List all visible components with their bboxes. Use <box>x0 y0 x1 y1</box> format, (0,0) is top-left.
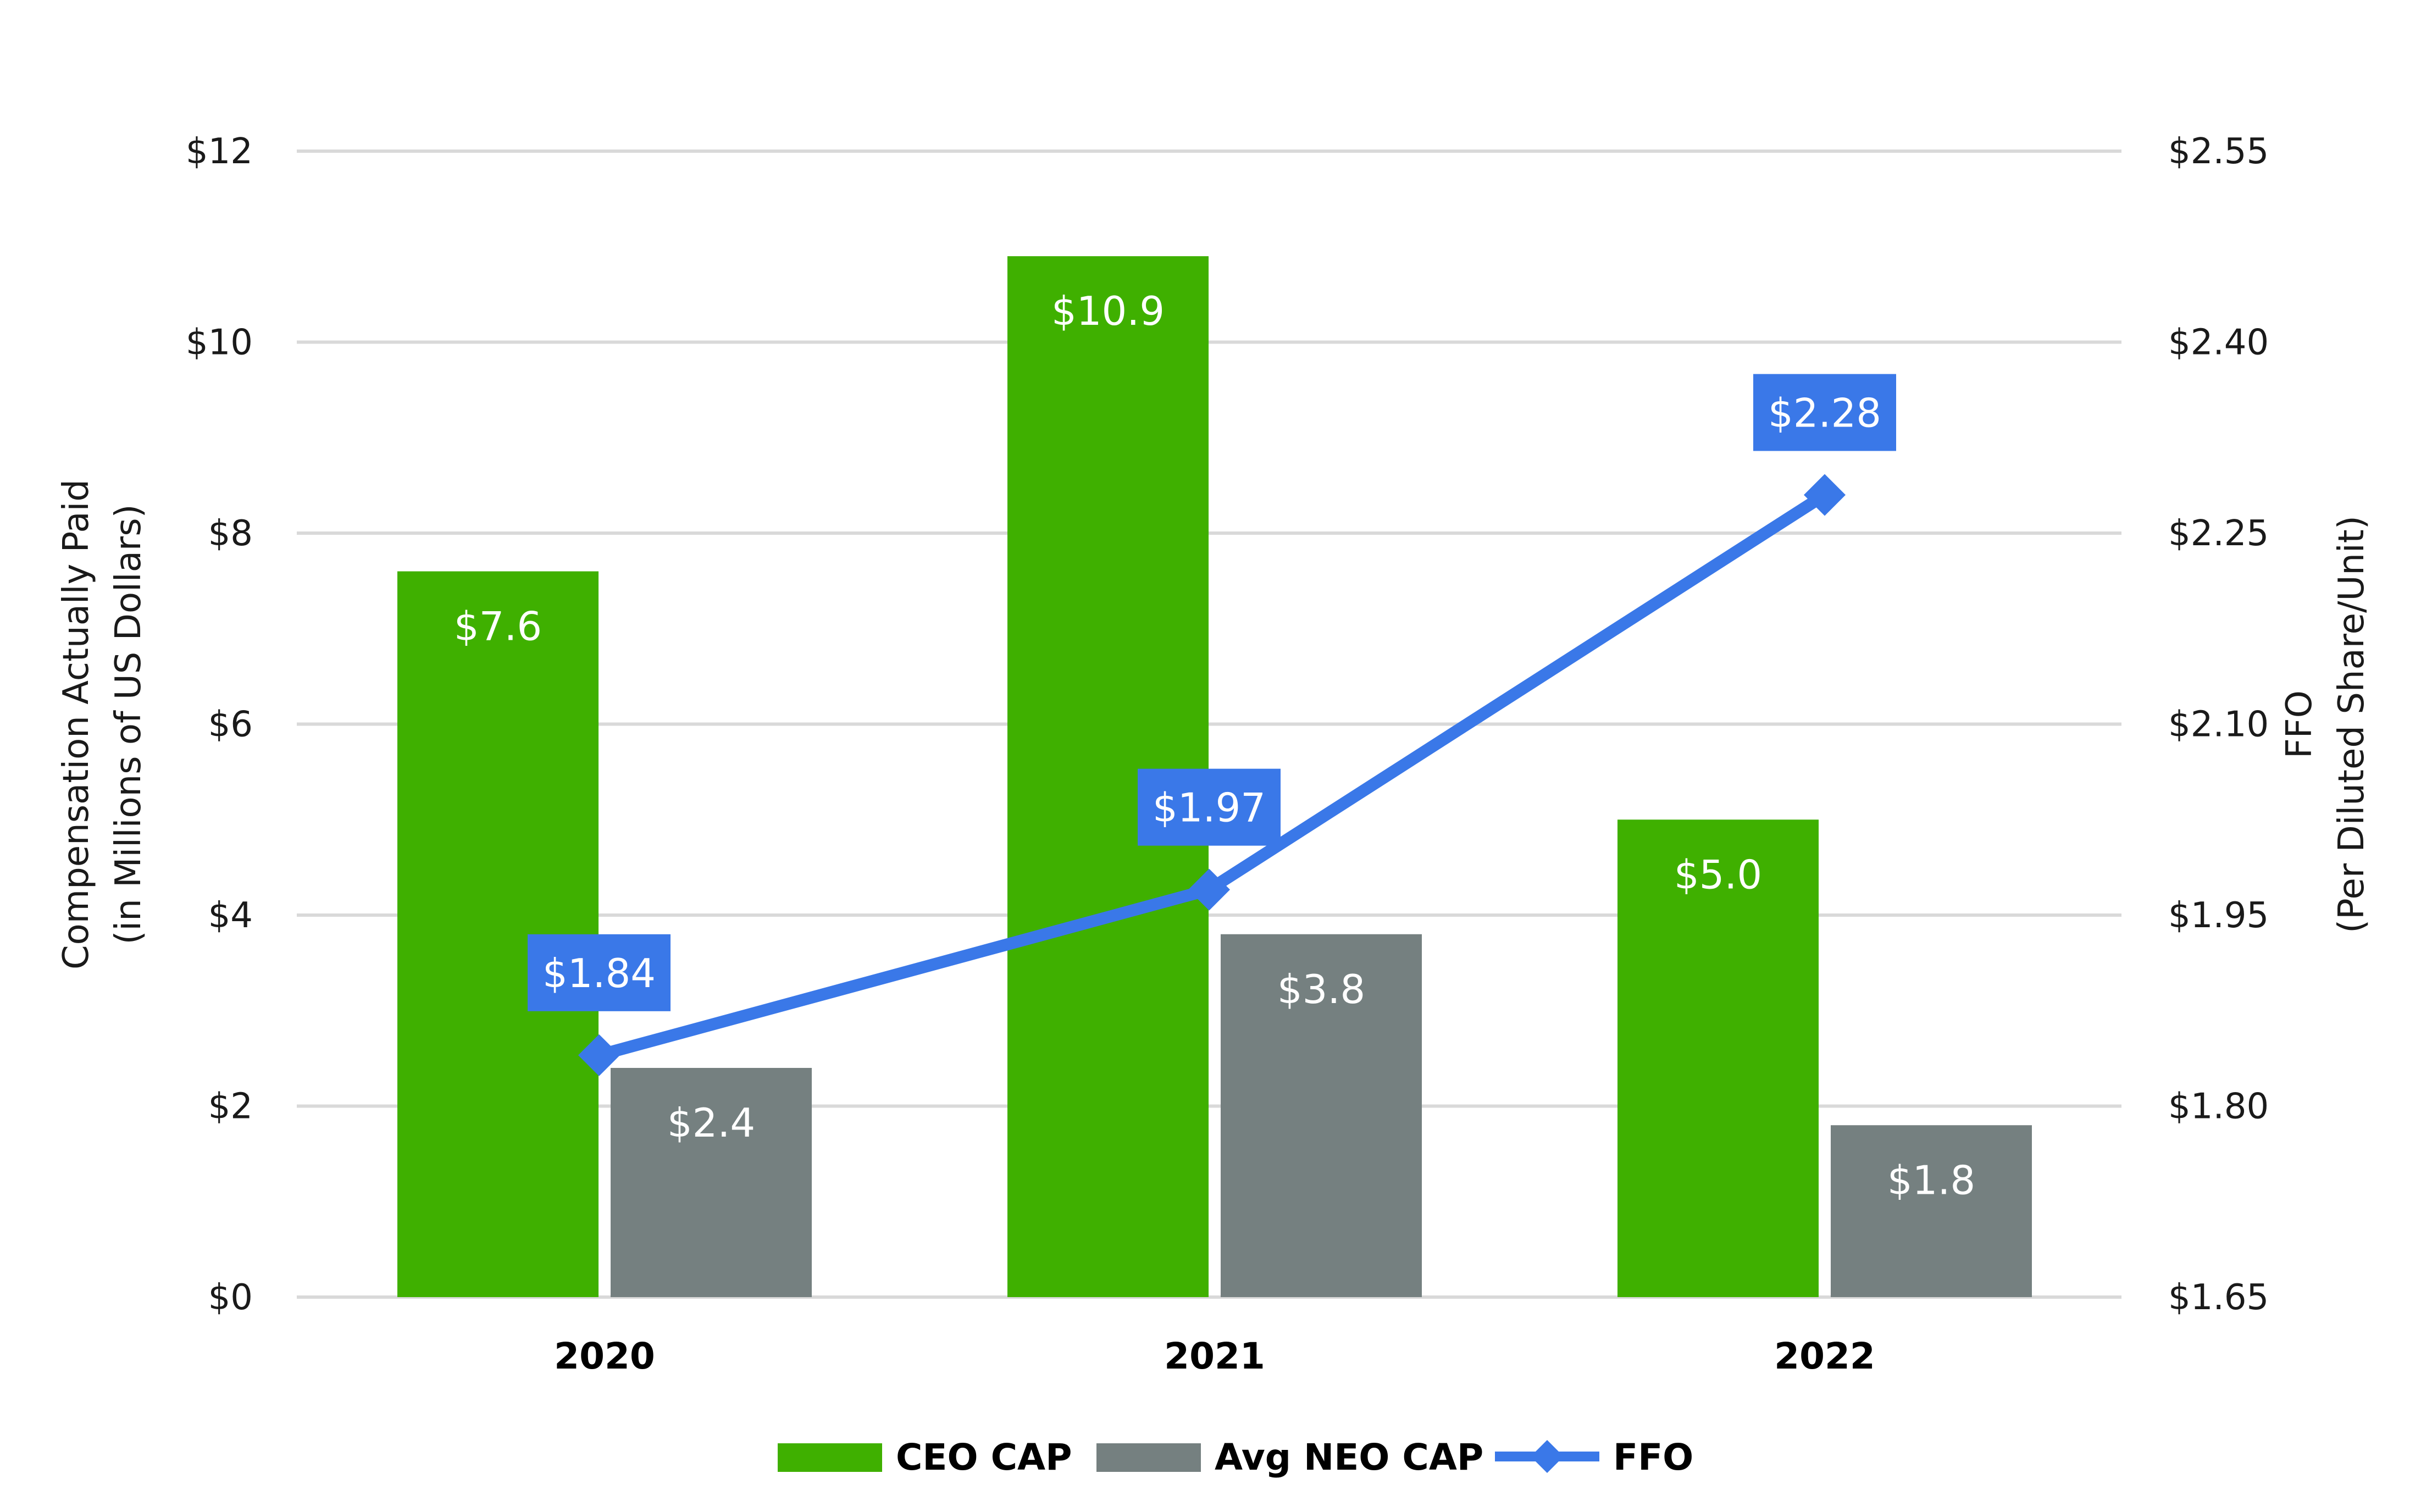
x-tick-label: 2021 <box>1164 1335 1265 1377</box>
y-tick-label: $12 <box>186 131 253 172</box>
ffo-data-label: $2.28 <box>1768 390 1881 436</box>
y-tick-label: $8 <box>208 513 253 554</box>
y2-axis-subtitle: (Per Diluted Share/Unit) <box>2331 516 2372 933</box>
ffo-label-box <box>528 934 671 1011</box>
bar-data-label: $10.9 <box>1051 288 1165 334</box>
x-tick-label: 2022 <box>1774 1335 1875 1377</box>
ffo-data-label: $1.97 <box>1153 785 1266 831</box>
y-tick-label: $6 <box>208 705 253 745</box>
y-tick-label: $0 <box>208 1277 253 1318</box>
y-tick-label: $10 <box>186 323 253 363</box>
y-axis-subtitle: (in Millions of US Dollars) <box>108 504 149 944</box>
ffo-line <box>578 474 1846 1076</box>
bar-avg-neo-cap <box>611 1068 812 1297</box>
bar-data-label: $2.4 <box>667 1100 755 1146</box>
y2-tick-label: $1.95 <box>2168 895 2269 936</box>
y2-tick-label: $1.80 <box>2168 1087 2269 1127</box>
bar-ceo-cap <box>1617 819 1819 1297</box>
bar-avg-neo-cap <box>1221 934 1422 1297</box>
y-tick-label: $4 <box>208 895 253 936</box>
ffo-data-label: $1.84 <box>542 950 656 996</box>
bar-data-label: $1.8 <box>1887 1157 1975 1203</box>
y2-axis-title: FFO <box>2279 690 2320 758</box>
legend-swatch-ceo-cap <box>778 1443 882 1472</box>
ffo-label-box <box>1138 768 1281 846</box>
y2-tick-label: $2.10 <box>2168 705 2269 745</box>
bar-ceo-cap <box>397 571 599 1297</box>
ffo-marker <box>1188 868 1230 911</box>
bar-data-label: $7.6 <box>454 603 542 650</box>
x-tick-label: 2020 <box>554 1335 655 1377</box>
ffo-label-box <box>1753 374 1896 451</box>
ffo-marker <box>1804 474 1846 516</box>
bar-data-label: $5.0 <box>1674 851 1762 898</box>
y-tick-label: $2 <box>208 1087 253 1127</box>
ffo-marker <box>578 1034 620 1076</box>
bar-data-label: $3.8 <box>1277 966 1365 1012</box>
bar-avg-neo-cap <box>1831 1125 2032 1297</box>
legend-label-ffo: FFO <box>1613 1436 1693 1478</box>
legend-marker-ffo <box>1531 1440 1564 1473</box>
legend-label-avg-neo-cap: Avg NEO CAP <box>1215 1436 1483 1478</box>
gridlines <box>297 149 2121 1299</box>
legend-label-ceo-cap: CEO CAP <box>896 1436 1072 1478</box>
legend-swatch-avg-neo-cap <box>1096 1443 1201 1472</box>
y2-tick-label: $2.40 <box>2168 323 2269 363</box>
y2-tick-label: $2.55 <box>2168 131 2269 172</box>
legend: CEO CAP Avg NEO CAP FFO <box>778 1436 1693 1478</box>
y2-tick-label: $1.65 <box>2168 1277 2269 1318</box>
axes: $0 $2 $4 $6 $8 $10 $12 $1.65 $1.80 $1.95 $2.10 $2.2… <box>56 131 2372 1377</box>
data-labels: $7.6 $10.9 $5.0 $2.4 $3.8 $1.8 $1.84 $1.97 $2.28 <box>454 288 1975 1203</box>
y-axis-title: Compensation Actually Paid <box>56 479 97 970</box>
y2-tick-label: $2.25 <box>2168 513 2269 554</box>
